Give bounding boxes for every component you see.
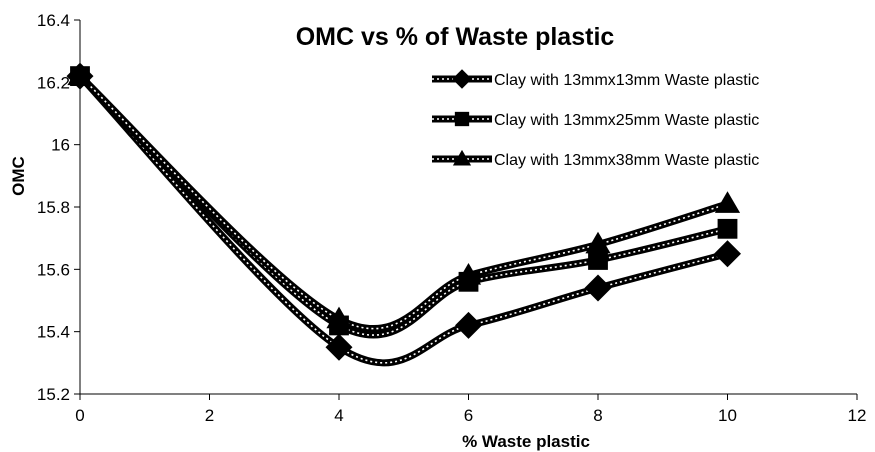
y-tick-label: 16.2	[37, 73, 70, 92]
series-triangle-markers	[67, 63, 741, 329]
y-tick-label: 16.4	[37, 11, 70, 30]
data-point-triangle	[326, 306, 352, 329]
legend-marker-triangle	[452, 149, 472, 166]
y-tick-label: 16	[51, 136, 70, 155]
x-axis-title: % Waste plastic	[462, 432, 590, 451]
x-tick-label: 6	[464, 406, 473, 425]
y-tick-label: 15.2	[37, 385, 70, 404]
legend-item: Clay with 13mmx38mm Waste plastic	[432, 149, 759, 169]
y-axis-title: OMC	[9, 156, 28, 196]
legend-label: Clay with 13mmx38mm Waste plastic	[494, 152, 759, 169]
x-ticks: 0 2 4 6 8 10 12	[75, 394, 866, 425]
legend-label: Clay with 13mmx25mm Waste plastic	[494, 112, 759, 129]
data-point-triangle	[455, 262, 482, 285]
y-tick-label: 15.6	[37, 260, 70, 279]
x-tick-label: 10	[718, 406, 737, 425]
series-layer	[76, 72, 731, 367]
data-point-triangle	[585, 231, 611, 254]
y-tick-label: 15.8	[37, 198, 70, 217]
legend-marker-square	[454, 111, 470, 127]
legend-item: Clay with 13mmx25mm Waste plastic	[432, 111, 759, 129]
marker-layer	[66, 62, 741, 361]
chart-title: OMC vs % of Waste plastic	[296, 23, 615, 51]
y-tick-label: 15.4	[37, 323, 70, 342]
series-line-dots	[79, 75, 728, 364]
x-tick-label: 2	[205, 406, 214, 425]
data-point-square	[588, 250, 608, 270]
x-tick-label: 4	[334, 406, 343, 425]
series-triangle-line	[76, 72, 731, 333]
series-line-dots	[79, 75, 728, 330]
data-point-diamond	[714, 240, 741, 268]
legend-item: Clay with 13mmx13mm Waste plastic	[432, 69, 759, 89]
x-tick-label: 0	[75, 406, 84, 425]
y-ticks: 15.2 15.4 15.6 15.8 16 16.2 16.4	[37, 11, 80, 404]
data-point-triangle	[714, 191, 741, 213]
data-point-square	[717, 218, 738, 239]
data-point-diamond	[455, 311, 482, 339]
x-tick-label: 8	[593, 406, 602, 425]
x-tick-label: 12	[848, 406, 867, 425]
series-square-markers	[70, 66, 738, 336]
legend: Clay with 13mmx13mm Waste plastic Clay wi…	[432, 69, 759, 169]
data-point-diamond	[584, 274, 612, 302]
series-diamond-line	[76, 72, 731, 367]
legend-marker-diamond	[452, 69, 472, 89]
legend-label: Clay with 13mmx13mm Waste plastic	[494, 72, 759, 89]
data-point-triangle	[67, 63, 93, 86]
data-point-diamond	[325, 333, 353, 361]
